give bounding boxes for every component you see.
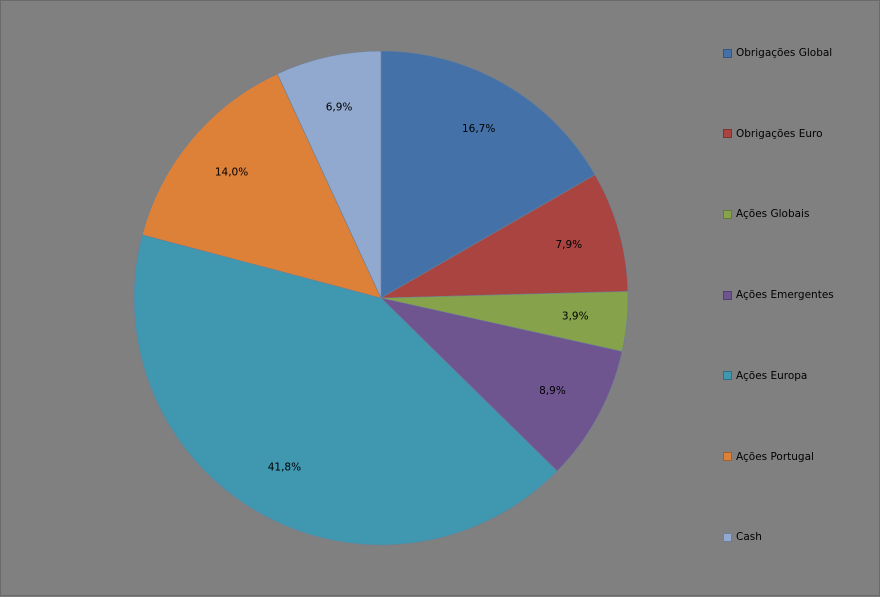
legend: Obrigações Global Obrigações Euro Ações Gl… xyxy=(723,37,873,557)
legend-label: Obrigações Euro xyxy=(736,127,823,140)
slice-data-label: 6,9% xyxy=(326,101,353,113)
legend-swatch xyxy=(723,371,732,381)
pie-slice xyxy=(380,50,596,299)
legend-item: Ações Portugal xyxy=(723,451,814,463)
slice-data-label: 7,9% xyxy=(555,239,582,251)
pie-slice xyxy=(133,234,558,546)
slice-data-label: 14,0% xyxy=(215,167,248,179)
legend-label: Ações Portugal xyxy=(736,450,814,463)
legend-item: Ações Globais xyxy=(723,208,809,220)
slice-data-label: 8,9% xyxy=(539,385,566,397)
legend-swatch xyxy=(723,532,732,542)
pie-slice xyxy=(141,73,382,299)
pie-slice xyxy=(380,297,623,472)
legend-item: Ações Europa xyxy=(723,370,807,382)
slice-data-label: 16,7% xyxy=(462,123,495,135)
legend-item: Obrigações Global xyxy=(723,47,832,59)
legend-swatch xyxy=(723,129,732,139)
legend-swatch xyxy=(723,290,732,300)
legend-swatch xyxy=(723,48,732,58)
legend-item: Obrigações Euro xyxy=(723,128,823,140)
legend-item: Cash xyxy=(723,531,762,543)
legend-label: Ações Europa xyxy=(736,369,808,382)
legend-swatch xyxy=(723,209,732,219)
pie-slice xyxy=(276,50,382,299)
slice-data-label: 3,9% xyxy=(562,311,589,323)
legend-label: Ações Globais xyxy=(736,208,810,221)
slice-data-label: 41,8% xyxy=(268,462,301,474)
legend-item: Ações Emergentes xyxy=(723,289,834,301)
legend-label: Obrigações Global xyxy=(736,47,833,59)
legend-label: Cash xyxy=(736,531,762,544)
pie-slice xyxy=(380,174,629,299)
legend-label: Ações Emergentes xyxy=(736,289,834,302)
legend-swatch xyxy=(723,452,732,461)
